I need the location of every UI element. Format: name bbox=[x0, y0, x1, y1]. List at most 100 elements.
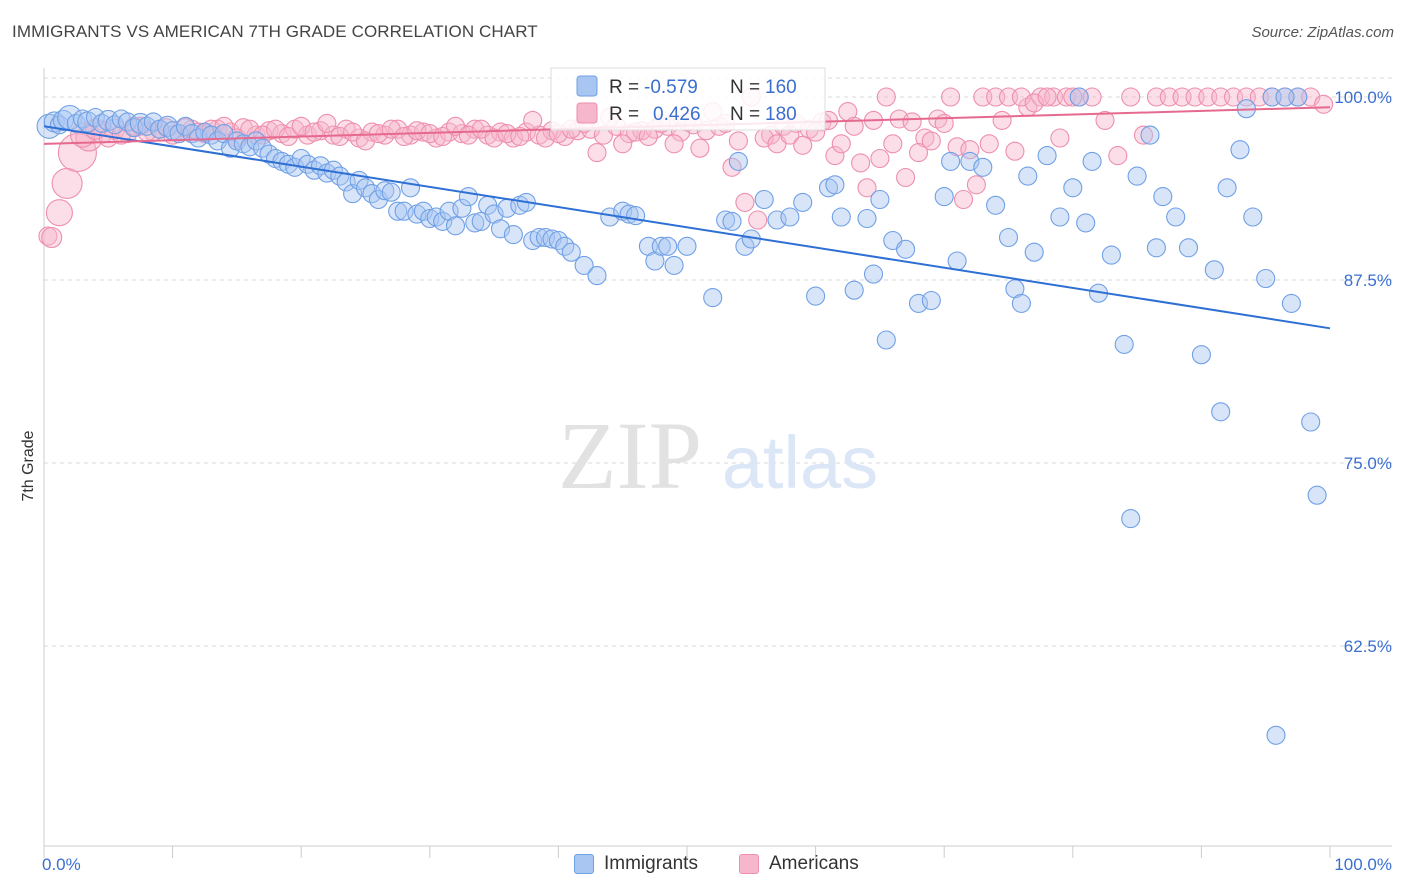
americans-point bbox=[458, 125, 478, 145]
watermark: ZIP atlas bbox=[558, 402, 878, 509]
immigrants-point bbox=[664, 255, 684, 275]
legend-r-value-1: -0.579 bbox=[644, 77, 698, 98]
immigrants-point bbox=[465, 213, 485, 233]
legend-swatch-americans bbox=[576, 102, 598, 124]
americans-point bbox=[941, 87, 961, 107]
y-axis-label: 7th Grade bbox=[20, 430, 37, 501]
immigrants-point bbox=[175, 116, 196, 136]
immigrants-point bbox=[973, 157, 993, 177]
grid-lines bbox=[44, 77, 1392, 647]
immigrants-point bbox=[626, 206, 646, 226]
americans-point bbox=[825, 146, 845, 166]
immigrants-point bbox=[1230, 140, 1250, 160]
immigrants-point bbox=[1101, 245, 1121, 265]
immigrants-point bbox=[863, 264, 884, 284]
immigrants-point bbox=[452, 198, 472, 218]
immigrants-point bbox=[1018, 166, 1038, 186]
legend-n-label-1: N = bbox=[730, 77, 760, 98]
americans-point bbox=[497, 124, 517, 144]
americans-point bbox=[45, 199, 73, 227]
immigrants-point bbox=[870, 189, 890, 210]
immigrants-point bbox=[941, 151, 961, 171]
immigrants-point bbox=[1050, 207, 1070, 227]
americans-point bbox=[1133, 125, 1154, 145]
immigrants-point bbox=[1307, 485, 1327, 505]
immigrants-trend-line bbox=[43, 125, 1331, 330]
immigrants-point bbox=[433, 211, 453, 231]
immigrants-point bbox=[986, 195, 1006, 215]
immigrants-point bbox=[1011, 293, 1031, 313]
americans-point bbox=[1050, 128, 1070, 148]
legend-n-value-1: 160 bbox=[765, 77, 797, 98]
immigrants-point bbox=[1204, 260, 1224, 280]
immigrants-point bbox=[793, 192, 813, 212]
immigrants-point bbox=[458, 187, 478, 207]
americans-point bbox=[1005, 141, 1025, 161]
immigrants-point bbox=[1256, 268, 1276, 289]
americans-point bbox=[748, 210, 768, 230]
immigrants-point bbox=[780, 207, 800, 227]
immigrants-point bbox=[1275, 87, 1295, 107]
americans-point bbox=[992, 110, 1012, 130]
y-tick-label: 75.0% bbox=[1344, 454, 1392, 473]
legend-n-label-2: N = bbox=[730, 104, 760, 125]
immigrants-point bbox=[1127, 166, 1147, 186]
immigrants-point bbox=[677, 236, 697, 256]
americans-point bbox=[1108, 146, 1128, 166]
chart-title: IMMIGRANTS VS AMERICAN 7TH GRADE CORRELA… bbox=[12, 22, 538, 41]
americans-point bbox=[1314, 94, 1334, 114]
immigrants-point bbox=[1114, 334, 1134, 354]
americans-point bbox=[690, 138, 710, 158]
immigrants-point bbox=[998, 227, 1019, 248]
americans-point bbox=[41, 226, 63, 249]
immigrants-point bbox=[1281, 293, 1301, 313]
americans-point bbox=[793, 135, 813, 155]
immigrants-point bbox=[587, 266, 607, 286]
immigrants-point bbox=[1211, 402, 1231, 422]
immigrants-point bbox=[844, 280, 864, 300]
immigrants-point bbox=[908, 293, 929, 313]
americans-point bbox=[1011, 87, 1031, 107]
americans-point bbox=[523, 110, 543, 130]
immigrants-point bbox=[831, 207, 851, 227]
immigrants-point bbox=[375, 181, 395, 201]
legend-swatch-immigrants bbox=[576, 75, 598, 97]
americans-point bbox=[851, 153, 871, 173]
immigrants-point bbox=[1191, 345, 1211, 365]
americans-point bbox=[896, 167, 916, 188]
americans-point bbox=[1037, 87, 1057, 107]
immigrants-point bbox=[1063, 178, 1083, 198]
watermark-atlas: atlas bbox=[722, 421, 878, 504]
legend-item-americans: Americans bbox=[739, 852, 859, 876]
americans-point bbox=[921, 131, 941, 151]
americans-point bbox=[51, 167, 83, 199]
immigrants-point bbox=[561, 242, 581, 262]
immigrants-point bbox=[1243, 207, 1263, 227]
americans-point bbox=[1095, 110, 1115, 130]
americans-point bbox=[953, 189, 974, 210]
immigrants-point bbox=[388, 201, 408, 221]
legend-item-immigrants: Immigrants bbox=[574, 852, 698, 876]
immigrants-point bbox=[381, 182, 401, 202]
americans-point bbox=[870, 148, 890, 169]
axes bbox=[43, 68, 1392, 858]
immigrants-point bbox=[394, 201, 414, 221]
americans-point bbox=[831, 134, 851, 154]
immigrants-point bbox=[445, 216, 466, 236]
americans-point bbox=[664, 134, 684, 154]
immigrants-point bbox=[722, 211, 742, 231]
immigrants-point bbox=[1140, 125, 1160, 145]
immigrants-points bbox=[36, 87, 1327, 745]
immigrants-point bbox=[246, 131, 266, 151]
immigrants-point bbox=[716, 210, 736, 230]
americans-point bbox=[452, 124, 472, 144]
immigrants-point bbox=[1037, 146, 1057, 166]
immigrants-point bbox=[1024, 242, 1044, 262]
y-tick-label: 87.5% bbox=[1344, 271, 1392, 290]
immigrants-point bbox=[1146, 238, 1166, 258]
americans-point bbox=[876, 87, 896, 107]
y-tick-label: 100.0% bbox=[1334, 88, 1392, 107]
legend-n-value-2: 180 bbox=[765, 104, 797, 125]
immigrants-point bbox=[1121, 509, 1141, 529]
immigrants-point bbox=[1266, 725, 1286, 745]
